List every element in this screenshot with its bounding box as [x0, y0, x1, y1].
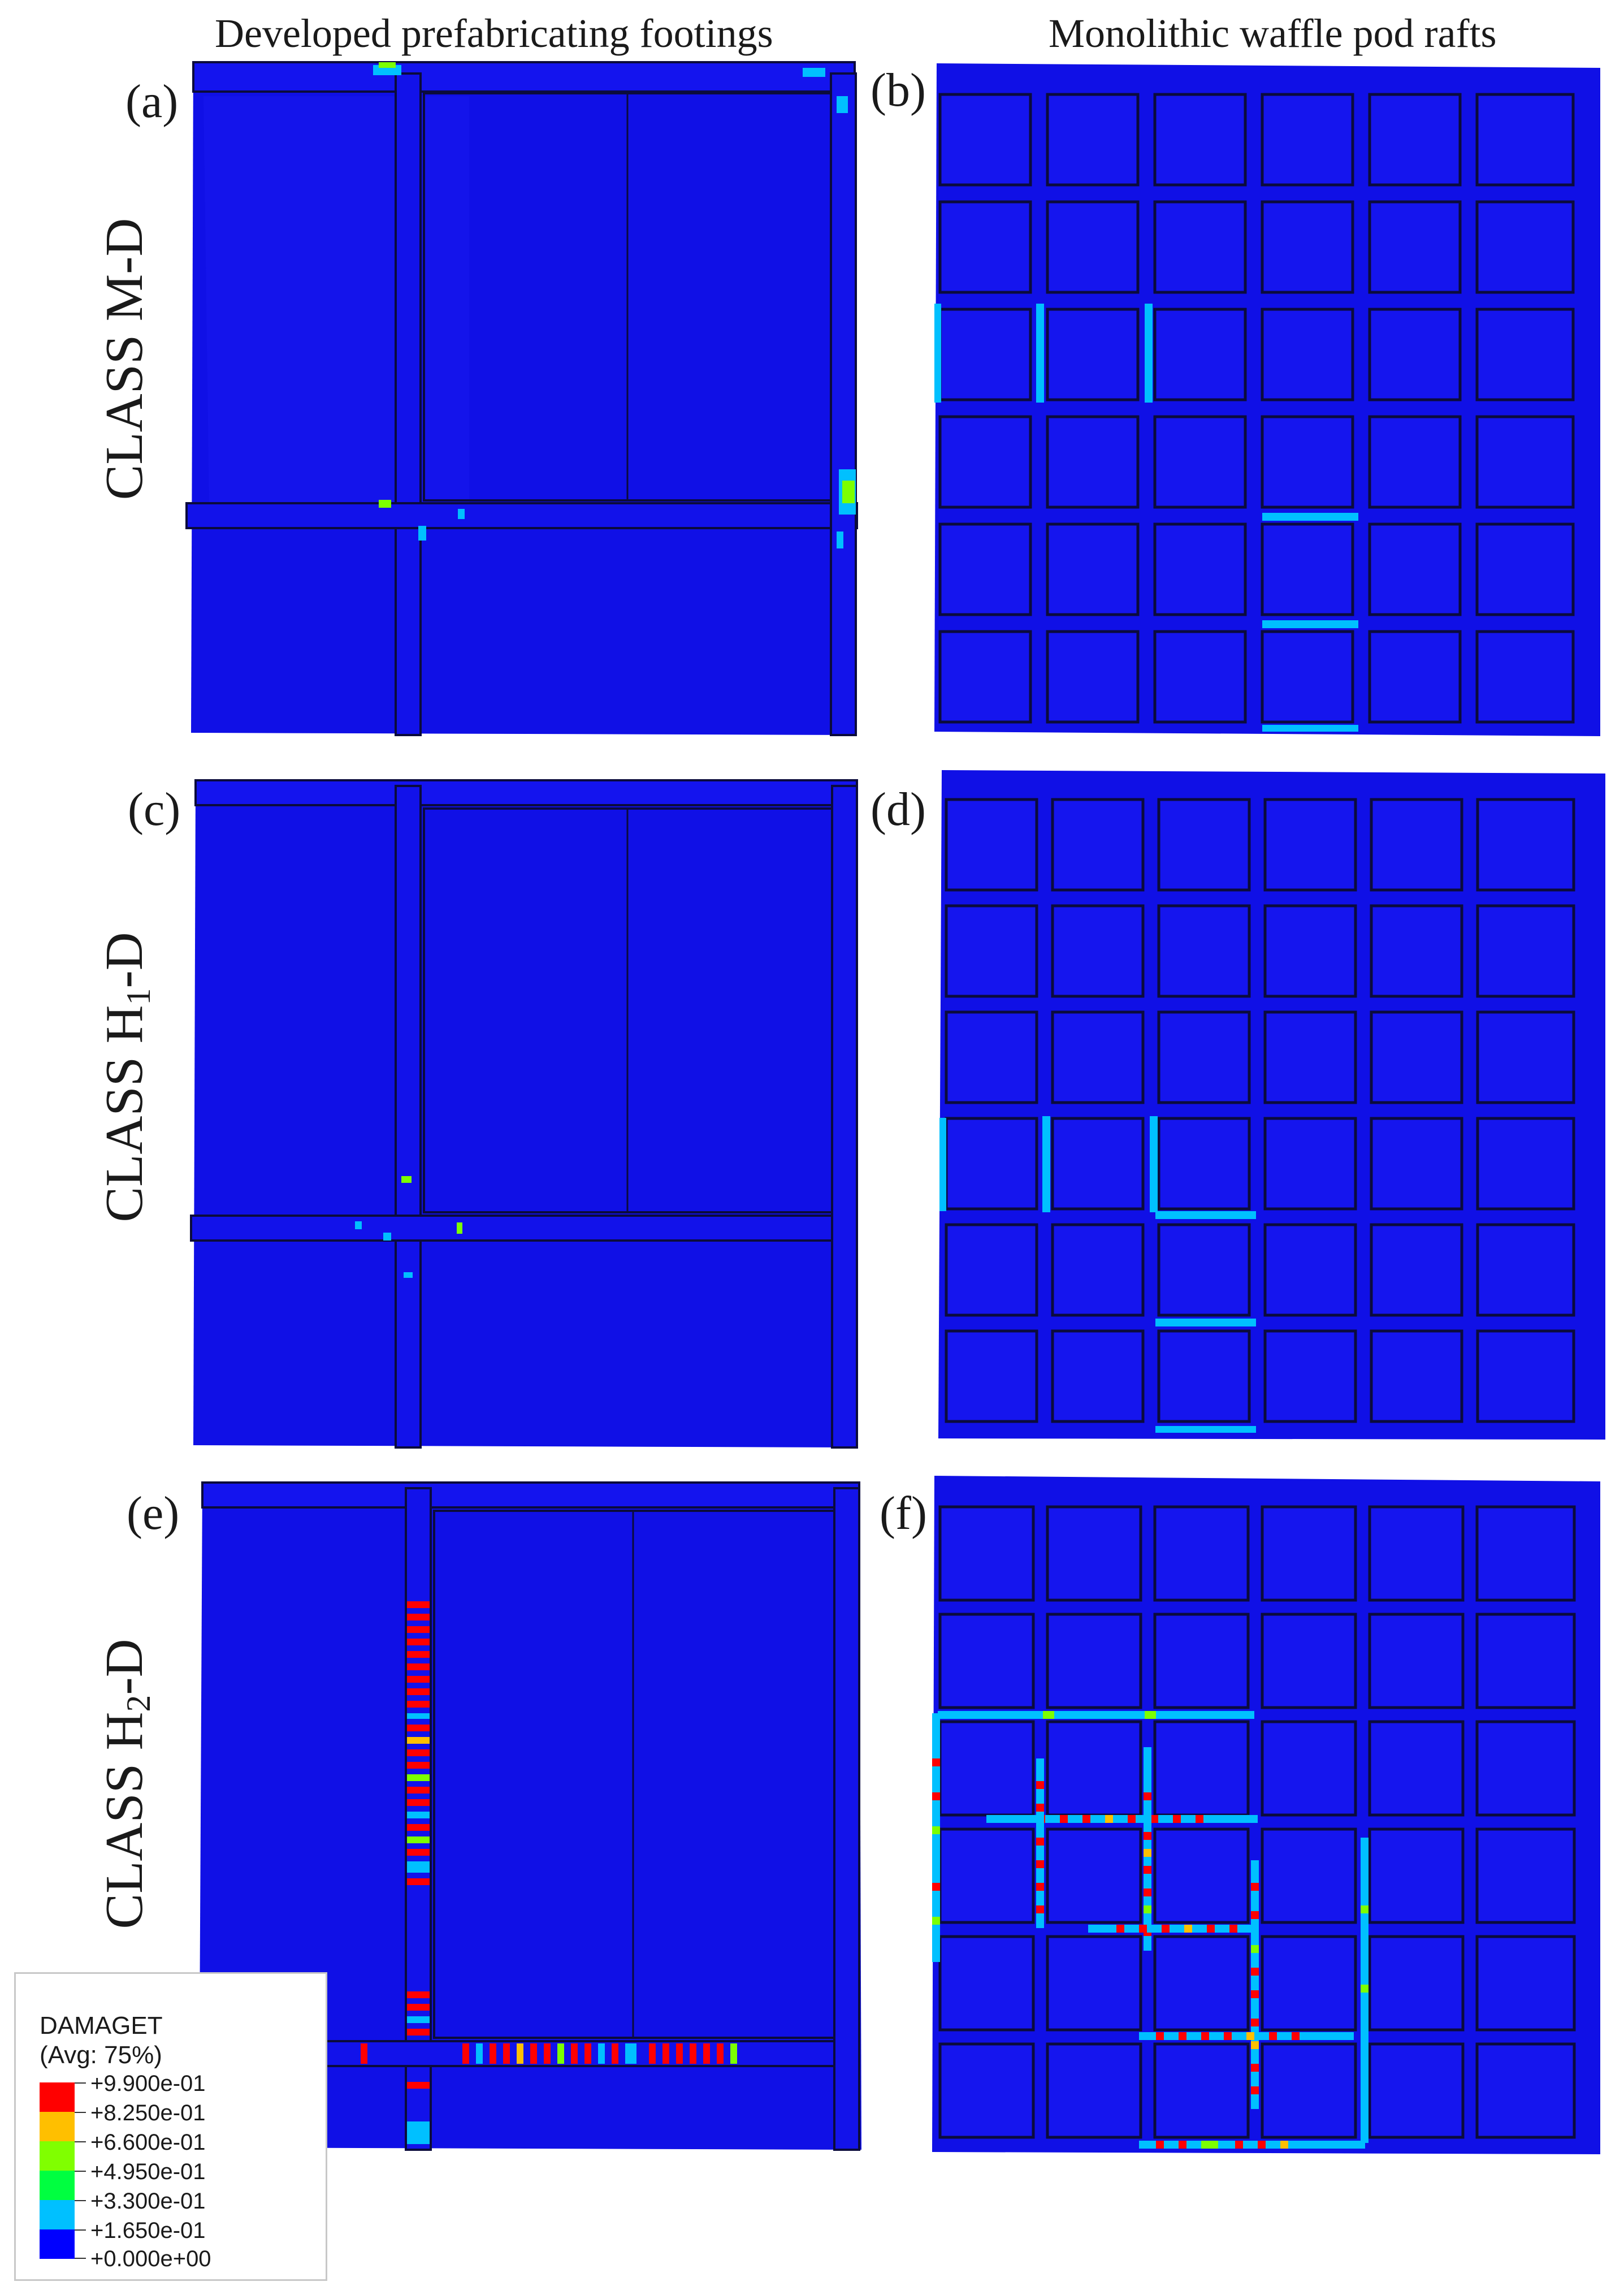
damage-a-10	[837, 531, 843, 548]
row-label-h2-d: CLASS H2-D	[93, 1614, 157, 1954]
grid-b	[938, 93, 1575, 724]
legend-value-2: +8.250e-01	[90, 2101, 206, 2125]
panel-label-d: (d)	[871, 783, 926, 836]
beam-vert-a	[395, 72, 422, 736]
legend-value-7: +0.000e+00	[90, 2246, 211, 2271]
damage-e-vertical	[407, 1601, 430, 2144]
beam-right-e	[833, 1487, 860, 2151]
slab-e	[199, 1483, 861, 2150]
beam-horiz-c	[190, 1215, 858, 1242]
panel-label-a: (a)	[125, 75, 179, 128]
damage-d-6	[1155, 1426, 1256, 1433]
legend-tick-1	[75, 2082, 86, 2084]
fe-model-c	[190, 779, 858, 1449]
damage-a-3	[803, 68, 825, 77]
damage-b-2	[1036, 304, 1044, 403]
beam-right-a	[830, 72, 857, 736]
damage-a-6	[842, 481, 855, 503]
legend-swatch-1	[40, 2082, 75, 2112]
damage-b-6	[1262, 725, 1358, 732]
damage-d-4	[1155, 1211, 1256, 1219]
shade-a	[203, 96, 469, 503]
grid-d	[945, 798, 1575, 1423]
header-prefabricated-footings: Developed prefabricating footings	[215, 11, 773, 56]
header-waffle-pod-rafts: Monolithic waffle pod rafts	[1049, 11, 1497, 56]
damage-c-3	[383, 1233, 391, 1241]
row-label-h1-d: CLASS H1-D	[93, 908, 157, 1247]
row-label-h1-sub: 1	[120, 988, 157, 1005]
damage-legend: DAMAGET (Avg: 75%) +9.900e-01 +8.250e-01…	[14, 1972, 327, 2281]
row-label-m-d: CLASS M-D	[93, 189, 155, 529]
row-label-h2-suffix: -D	[95, 1639, 154, 1695]
legend-tick-5	[75, 2200, 86, 2201]
panel-label-e: (e)	[127, 1487, 180, 1540]
panel-label-f: (f)	[880, 1487, 927, 1540]
legend-swatch-3	[40, 2141, 75, 2171]
beam-top-a	[192, 61, 856, 93]
panel-label-b: (b)	[871, 64, 926, 116]
damage-a-9	[458, 509, 465, 519]
legend-tick-2	[75, 2112, 86, 2113]
legend-swatch-5	[40, 2200, 75, 2229]
fe-model-b	[934, 63, 1600, 736]
row-label-m-d-text: CLASS M-D	[95, 218, 154, 500]
beam-right-c	[831, 785, 858, 1449]
beam-vert-c	[395, 785, 422, 1449]
damage-c-5	[404, 1272, 413, 1278]
damage-c-1	[401, 1176, 412, 1183]
fe-model-a	[185, 61, 858, 736]
damage-a-7	[379, 500, 391, 508]
legend-swatch-2	[40, 2112, 75, 2141]
damage-b-1	[934, 304, 941, 403]
damage-d-1	[939, 1118, 946, 1211]
fe-model-f	[932, 1476, 1600, 2154]
damage-c-2	[355, 1221, 362, 1229]
row-label-h1-base: CLASS H	[95, 1005, 154, 1222]
legend-color-bar	[40, 2082, 75, 2259]
legend-value-4: +4.950e-01	[90, 2159, 206, 2184]
legend-swatch-4	[40, 2171, 75, 2200]
legend-value-5: +3.300e-01	[90, 2189, 206, 2214]
damage-b-3	[1145, 304, 1153, 403]
damage-f	[932, 1711, 1369, 2149]
damage-a-8	[418, 526, 426, 541]
legend-value-6: +1.650e-01	[90, 2218, 206, 2243]
legend-value-1: +9.900e-01	[90, 2071, 206, 2096]
beam-horiz-a	[185, 502, 858, 529]
legend-tick-3	[75, 2141, 86, 2142]
damage-d-3	[1150, 1116, 1158, 1212]
grid-f	[938, 1505, 1576, 2139]
slab-c	[193, 780, 858, 1447]
legend-tick-7	[75, 2258, 86, 2259]
row-label-h2-sub: 2	[120, 1695, 157, 1712]
legend-tick-6	[75, 2229, 86, 2231]
panel-label-c: (c)	[128, 783, 181, 836]
legend-swatch-6	[40, 2229, 75, 2259]
legend-title: DAMAGET	[40, 2012, 163, 2039]
beam-top-c	[194, 779, 858, 806]
legend-subtitle: (Avg: 75%)	[40, 2041, 162, 2069]
damage-a-4	[837, 96, 848, 113]
damage-a-2	[379, 62, 396, 68]
legend-tick-4	[75, 2171, 86, 2172]
beam-top-e	[201, 1481, 860, 1509]
damage-d-5	[1155, 1319, 1256, 1326]
beam-vert-e	[405, 1487, 432, 2151]
damage-b-4	[1262, 513, 1358, 521]
damage-b-5	[1262, 620, 1358, 628]
damage-c-4	[457, 1222, 462, 1234]
legend-value-3: +6.600e-01	[90, 2130, 206, 2155]
outline-e	[433, 1510, 835, 2039]
row-label-h2-base: CLASS H	[95, 1712, 154, 1929]
fe-model-d	[938, 770, 1605, 1440]
damage-d-2	[1042, 1116, 1050, 1212]
row-label-h1-suffix: -D	[95, 932, 154, 988]
